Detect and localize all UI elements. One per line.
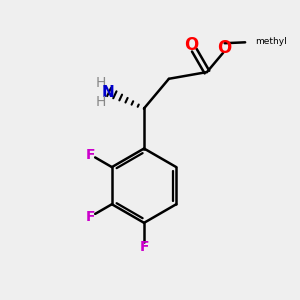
- Text: H: H: [95, 95, 106, 110]
- Text: F: F: [139, 241, 149, 254]
- Text: O: O: [218, 39, 232, 57]
- Text: N: N: [101, 85, 114, 100]
- Text: H: H: [95, 76, 106, 90]
- Text: F: F: [86, 148, 95, 162]
- Text: F: F: [86, 210, 95, 224]
- Text: methyl: methyl: [256, 37, 287, 46]
- Text: O: O: [184, 35, 198, 53]
